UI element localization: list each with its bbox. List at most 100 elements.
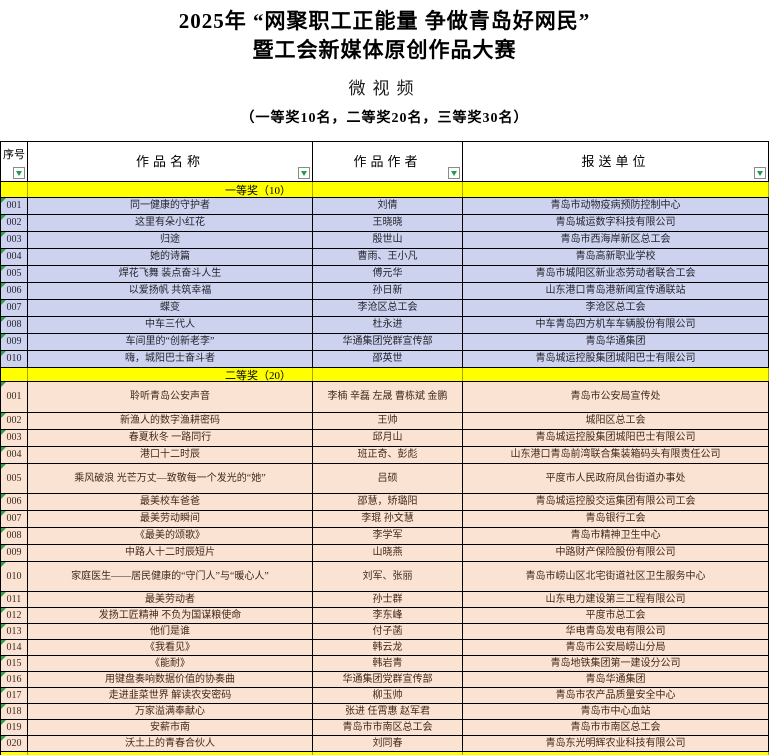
index-cell[interactable]: 004	[0, 249, 28, 265]
index-cell[interactable]: 010	[0, 562, 28, 591]
author-cell[interactable]: 曹雨、王小凡	[313, 249, 463, 265]
unit-cell[interactable]: 青岛城运控股集团城阳巴士有限公司	[463, 351, 769, 367]
author-cell[interactable]: 杜永进	[313, 317, 463, 333]
author-cell[interactable]: 张进 任霄惠 赵军君	[313, 704, 463, 719]
unit-cell[interactable]: 平度市总工会	[463, 608, 769, 623]
work-title-cell[interactable]: 万家溢满奉献心	[28, 704, 313, 719]
index-cell[interactable]: 004	[0, 447, 28, 463]
index-cell[interactable]: 017	[0, 688, 28, 703]
author-cell[interactable]: 班正奇、彭彪	[313, 447, 463, 463]
index-cell[interactable]: 002	[0, 215, 28, 231]
index-cell[interactable]: 001	[0, 382, 28, 412]
index-cell[interactable]: 011	[0, 592, 28, 607]
work-title-cell[interactable]: 最美劳动瞬间	[28, 511, 313, 527]
author-cell[interactable]: 李东峰	[313, 608, 463, 623]
index-cell[interactable]: 007	[0, 511, 28, 527]
work-title-cell[interactable]: 走进韭菜世界 解读农安密码	[28, 688, 313, 703]
unit-cell[interactable]: 李沧区总工会	[463, 300, 769, 316]
unit-cell[interactable]: 中车青岛四方机车车辆股份有限公司	[463, 317, 769, 333]
work-title-cell[interactable]: 焊花飞舞 装点奋斗人生	[28, 266, 313, 282]
index-cell[interactable]: 012	[0, 608, 28, 623]
author-cell[interactable]: 王帅	[313, 413, 463, 429]
unit-cell[interactable]: 青岛地铁集团第一建设分公司	[463, 656, 769, 671]
author-cell[interactable]: 邵英世	[313, 351, 463, 367]
author-cell[interactable]: 付子菡	[313, 624, 463, 639]
index-cell[interactable]: 001	[0, 198, 28, 214]
work-title-cell[interactable]: 春夏秋冬 一路同行	[28, 430, 313, 446]
unit-cell[interactable]: 青岛华通集团	[463, 334, 769, 350]
unit-cell[interactable]: 中路财产保险股份有限公司	[463, 545, 769, 561]
index-cell[interactable]: 002	[0, 413, 28, 429]
work-title-cell[interactable]: 中路人十二时辰短片	[28, 545, 313, 561]
unit-cell[interactable]: 青岛市农产品质量安全中心	[463, 688, 769, 703]
filter-button-unit[interactable]	[754, 167, 766, 179]
work-title-cell[interactable]: 新渔人的数字渔耕密码	[28, 413, 313, 429]
index-cell[interactable]: 015	[0, 656, 28, 671]
work-title-cell[interactable]: 以爱扬帆 共筑幸福	[28, 283, 313, 299]
work-title-cell[interactable]: 港口十二时辰	[28, 447, 313, 463]
unit-cell[interactable]: 青岛市市南区总工会	[463, 720, 769, 735]
unit-cell[interactable]: 青岛城运控股交运集团有限公司工会	[463, 494, 769, 510]
work-title-cell[interactable]: 嗨，城阳巴士奋斗者	[28, 351, 313, 367]
author-cell[interactable]: 李沧区总工会	[313, 300, 463, 316]
author-cell[interactable]: 刘同春	[313, 736, 463, 751]
index-cell[interactable]: 020	[0, 736, 28, 751]
unit-cell[interactable]: 青岛市动物疫病预防控制中心	[463, 198, 769, 214]
work-title-cell[interactable]: 《能耐》	[28, 656, 313, 671]
author-cell[interactable]: 李琨 孙文慧	[313, 511, 463, 527]
author-cell[interactable]: 华通集团党群宣传部	[313, 672, 463, 687]
unit-cell[interactable]: 青岛东光明辉农业科技有限公司	[463, 736, 769, 751]
work-title-cell[interactable]: 蝶变	[28, 300, 313, 316]
unit-cell[interactable]: 青岛城运控股集团城阳巴士有限公司	[463, 430, 769, 446]
index-cell[interactable]: 008	[0, 528, 28, 544]
work-title-cell[interactable]: 用键盘奏响数据价值的协奏曲	[28, 672, 313, 687]
index-cell[interactable]: 003	[0, 430, 28, 446]
unit-cell[interactable]: 山东电力建设第三工程有限公司	[463, 592, 769, 607]
work-title-cell[interactable]: 《最美的颂歌》	[28, 528, 313, 544]
unit-cell[interactable]: 青岛城运数字科技有限公司	[463, 215, 769, 231]
index-cell[interactable]: 007	[0, 300, 28, 316]
author-cell[interactable]: 殷世山	[313, 232, 463, 248]
index-cell[interactable]: 010	[0, 351, 28, 367]
work-title-cell[interactable]: 同一健康的守护者	[28, 198, 313, 214]
author-cell[interactable]: 韩岩青	[313, 656, 463, 671]
work-title-cell[interactable]: 他们是谁	[28, 624, 313, 639]
author-cell[interactable]: 青岛市市南区总工会	[313, 720, 463, 735]
work-title-cell[interactable]: 沃土上的青春合伙人	[28, 736, 313, 751]
author-cell[interactable]: 王晓晓	[313, 215, 463, 231]
unit-cell[interactable]: 青岛市精神卫生中心	[463, 528, 769, 544]
author-cell[interactable]: 刘军、张丽	[313, 562, 463, 591]
author-cell[interactable]: 柳玉帅	[313, 688, 463, 703]
unit-cell[interactable]: 青岛市西海岸新区总工会	[463, 232, 769, 248]
unit-cell[interactable]: 青岛华通集团	[463, 672, 769, 687]
unit-cell[interactable]: 青岛市崂山区北宅街道社区卫生服务中心	[463, 562, 769, 591]
index-cell[interactable]: 009	[0, 334, 28, 350]
index-cell[interactable]: 014	[0, 640, 28, 655]
unit-cell[interactable]: 山东港口青岛港新闻宣传通联站	[463, 283, 769, 299]
work-title-cell[interactable]: 家庭医生——居民健康的“守门人”与“暖心人”	[28, 562, 313, 591]
work-title-cell[interactable]: 最美劳动者	[28, 592, 313, 607]
unit-cell[interactable]: 青岛市公安局宣传处	[463, 382, 769, 412]
work-title-cell[interactable]: 中车三代人	[28, 317, 313, 333]
unit-cell[interactable]: 平度市人民政府凤台街道办事处	[463, 464, 769, 493]
filter-button-work-title[interactable]	[298, 167, 310, 179]
index-cell[interactable]: 016	[0, 672, 28, 687]
index-cell[interactable]: 019	[0, 720, 28, 735]
work-title-cell[interactable]: 归途	[28, 232, 313, 248]
unit-cell[interactable]: 青岛银行工会	[463, 511, 769, 527]
author-cell[interactable]: 李楠 辛磊 左晟 曹栋斌 金鹏	[313, 382, 463, 412]
unit-cell[interactable]: 山东港口青岛前湾联合集装箱码头有限责任公司	[463, 447, 769, 463]
section-banner-row[interactable]: 二等奖（20）	[0, 368, 769, 382]
unit-cell[interactable]: 华电青岛发电有限公司	[463, 624, 769, 639]
author-cell[interactable]: 山晓燕	[313, 545, 463, 561]
author-cell[interactable]: 傅元华	[313, 266, 463, 282]
index-cell[interactable]: 005	[0, 266, 28, 282]
work-title-cell[interactable]: 她的诗篇	[28, 249, 313, 265]
author-cell[interactable]: 李学军	[313, 528, 463, 544]
author-cell[interactable]: 华通集团党群宣传部	[313, 334, 463, 350]
author-cell[interactable]: 孙日新	[313, 283, 463, 299]
unit-cell[interactable]: 青岛高新职业学校	[463, 249, 769, 265]
filter-button-author[interactable]	[448, 167, 460, 179]
work-title-cell[interactable]: 车间里的“创新老李”	[28, 334, 313, 350]
work-title-cell[interactable]: 发扬工匠精神 不负为国谋粮使命	[28, 608, 313, 623]
